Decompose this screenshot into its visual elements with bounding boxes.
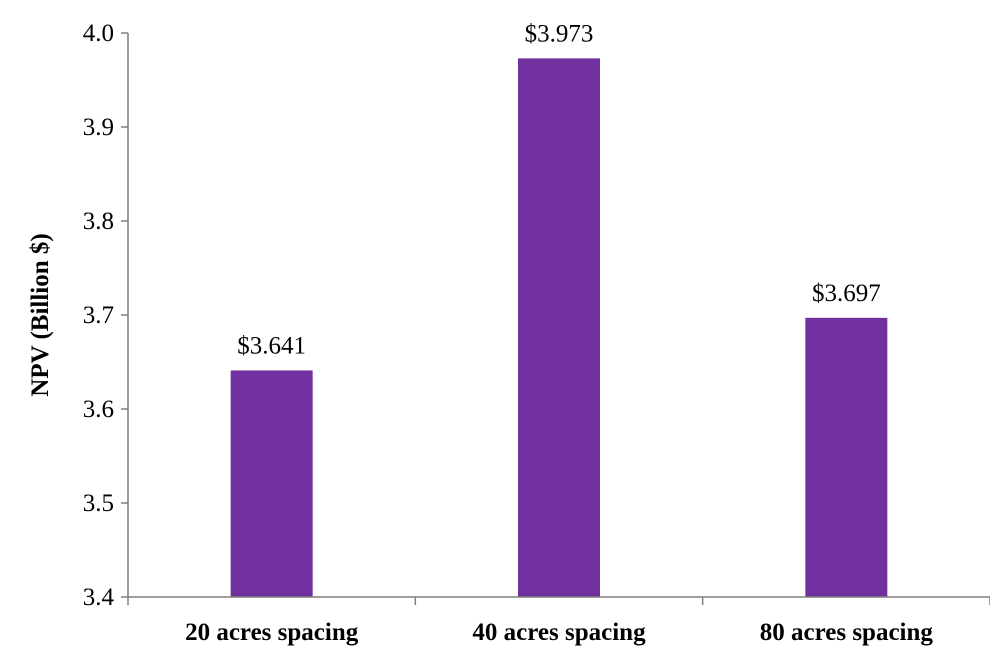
y-axis-ticks: 3.4 3.5 3.6 3.7 3.8 3.9 4.0 <box>83 20 128 611</box>
y-tick-label: 3.5 <box>83 490 114 517</box>
y-tick-label: 3.6 <box>83 396 114 423</box>
bar-value-label: $3.697 <box>812 280 881 307</box>
x-category-label: 40 acres spacing <box>472 619 646 646</box>
x-category-label: 80 acres spacing <box>760 619 934 646</box>
bars <box>230 58 888 597</box>
y-tick-label: 3.7 <box>83 302 114 329</box>
bar-2 <box>518 58 600 597</box>
y-tick-label: 3.9 <box>83 114 114 141</box>
x-category-label: 20 acres spacing <box>185 619 359 646</box>
bar-3 <box>805 317 888 597</box>
bar-value-label: $3.641 <box>237 332 306 359</box>
y-tick-label: 3.4 <box>83 584 115 611</box>
bar-1 <box>230 370 313 597</box>
y-tick-label: 3.8 <box>83 208 114 235</box>
x-axis-ticks: 20 acres spacing 40 acres spacing 80 acres… <box>127 597 990 646</box>
data-labels: $3.641 $3.973 $3.697 <box>237 20 880 359</box>
y-tick-label: 4.0 <box>83 20 114 47</box>
y-axis-title: NPV (Billion $) <box>27 233 54 396</box>
bar-value-label: $3.973 <box>525 20 594 47</box>
